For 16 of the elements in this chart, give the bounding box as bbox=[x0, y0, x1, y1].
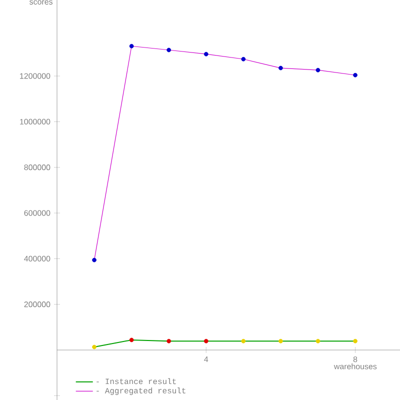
point bbox=[204, 338, 208, 344]
point bbox=[278, 338, 283, 344]
point bbox=[204, 52, 208, 56]
point bbox=[241, 56, 246, 62]
point bbox=[353, 338, 358, 344]
point bbox=[278, 66, 283, 70]
point bbox=[92, 258, 96, 262]
point bbox=[166, 48, 172, 52]
point bbox=[92, 344, 96, 350]
point bbox=[241, 338, 246, 344]
point bbox=[316, 338, 320, 344]
point bbox=[353, 72, 358, 78]
point bbox=[129, 338, 134, 342]
point bbox=[129, 44, 134, 48]
point bbox=[316, 68, 320, 72]
point bbox=[166, 338, 172, 344]
